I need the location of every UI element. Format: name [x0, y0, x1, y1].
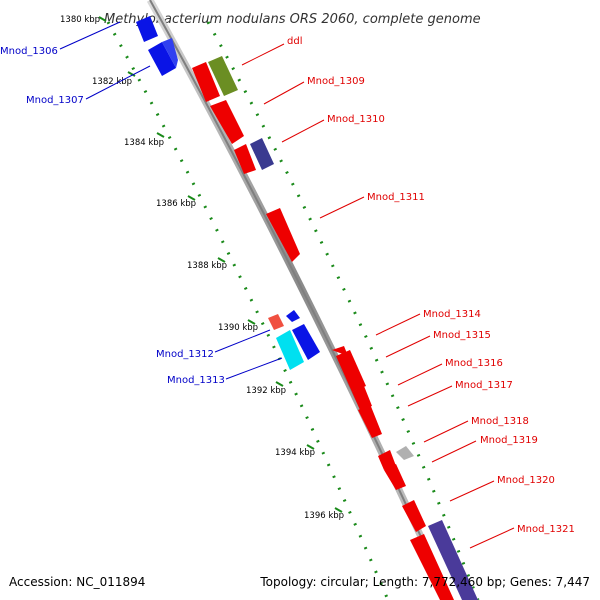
gene-mnod-1315[interactable]: [336, 350, 366, 392]
gene-mnod-1318[interactable]: [396, 446, 414, 460]
ticks: 1380 kbp 1382 kbp 1384 kbp 1386 kbp 1388…: [60, 15, 344, 521]
tick-label: 1388 kbp: [187, 261, 227, 271]
tick-1386: 1386 kbp: [156, 195, 196, 209]
leader-lines: [59, 21, 515, 549]
tick-1384: 1384 kbp: [124, 132, 165, 148]
tick-1392: 1392 kbp: [246, 381, 286, 396]
gene-label-mnod-1320[interactable]: Mnod_1320: [497, 475, 555, 486]
tick-1382: 1382 kbp: [92, 71, 136, 87]
tick-label: 1396 kbp: [304, 511, 344, 521]
gene-label-mnod-1309[interactable]: Mnod_1309: [307, 76, 365, 87]
gene-mnod-1319b[interactable]: [384, 464, 406, 490]
gene-label-mnod-1306[interactable]: Mnod_1306: [0, 46, 58, 57]
gene-mnod-1310[interactable]: [250, 138, 274, 170]
gene-label-mnod-1318[interactable]: Mnod_1318: [471, 416, 529, 427]
tick-1390: 1390 kbp: [218, 319, 258, 333]
tick-label: 1382 kbp: [92, 77, 132, 87]
gene-mnod-1311[interactable]: [266, 208, 300, 262]
gene-label-mnod-1319[interactable]: Mnod_1319: [480, 435, 538, 446]
tick-label: 1394 kbp: [275, 448, 315, 458]
gene-mnod-1316[interactable]: [352, 386, 372, 410]
gene-label-mnod-1311[interactable]: Mnod_1311: [367, 192, 425, 203]
gene-ddl[interactable]: [208, 56, 238, 96]
tick-1394: 1394 kbp: [275, 444, 315, 458]
gene-label-mnod-1315[interactable]: Mnod_1315: [433, 330, 491, 341]
tick-label: 1386 kbp: [156, 199, 196, 209]
inner-track: [106, 21, 390, 600]
outer-track: [206, 21, 480, 600]
gene-mnod-1306[interactable]: [136, 16, 158, 42]
gene-label-mnod-1316[interactable]: Mnod_1316: [445, 358, 503, 369]
gene-upstream[interactable]: [192, 62, 220, 102]
gene-label-mnod-1317[interactable]: Mnod_1317: [455, 380, 513, 391]
tick-1388: 1388 kbp: [187, 257, 227, 271]
tick-label: 1392 kbp: [246, 386, 286, 396]
reverse-genes: [136, 16, 320, 370]
tick-label: 1384 kbp: [124, 138, 164, 148]
gene-mnod-1309[interactable]: [210, 100, 244, 144]
tick-1396: 1396 kbp: [304, 507, 344, 521]
gene-label-mnod-1321[interactable]: Mnod_1321: [517, 524, 575, 535]
gene-label-mnod-1307[interactable]: Mnod_1307: [26, 95, 84, 106]
gene-mnod-1310b[interactable]: [234, 144, 256, 174]
gene-mnod-1319[interactable]: [378, 450, 396, 470]
gene-label-ddl[interactable]: ddl: [287, 36, 302, 47]
gene-mnod-1313[interactable]: [276, 330, 304, 370]
gene-label-mnod-1310[interactable]: Mnod_1310: [327, 114, 385, 125]
gene-mnod-1317[interactable]: [358, 404, 382, 438]
gene-mnod-1320[interactable]: [402, 500, 426, 532]
tick-1380: 1380 kbp: [60, 15, 107, 25]
gene-mnod-1313b[interactable]: [292, 324, 320, 360]
gene-mnod-1307-head: [162, 38, 178, 68]
tick-label: 1390 kbp: [218, 323, 258, 333]
gene-mnod-1321[interactable]: [428, 520, 478, 600]
tick-label: 1380 kbp: [60, 15, 100, 25]
gene-mnod-1312[interactable]: [286, 310, 300, 322]
gene-mnod-1312-small[interactable]: [268, 314, 284, 330]
forward-genes: [192, 56, 478, 600]
gene-label-mnod-1314[interactable]: Mnod_1314: [423, 309, 481, 320]
gene-mnod-1307[interactable]: [148, 42, 176, 76]
gene-mnod-1321b[interactable]: [410, 534, 454, 600]
gene-label-mnod-1313[interactable]: Mnod_1313: [167, 375, 225, 386]
gene-label-mnod-1312[interactable]: Mnod_1312: [156, 349, 214, 360]
genome-stats-text: Topology: circular; Length: 7,772,460 bp…: [259, 575, 590, 589]
accession-text: Accession: NC_011894: [9, 575, 145, 589]
map-title: Methylobacterium nodulans ORS 2060, comp…: [104, 12, 481, 27]
